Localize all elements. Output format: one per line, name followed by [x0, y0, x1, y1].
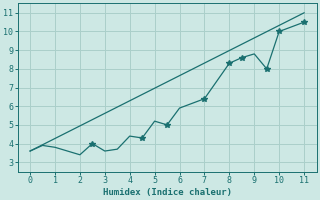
X-axis label: Humidex (Indice chaleur): Humidex (Indice chaleur): [103, 188, 232, 197]
